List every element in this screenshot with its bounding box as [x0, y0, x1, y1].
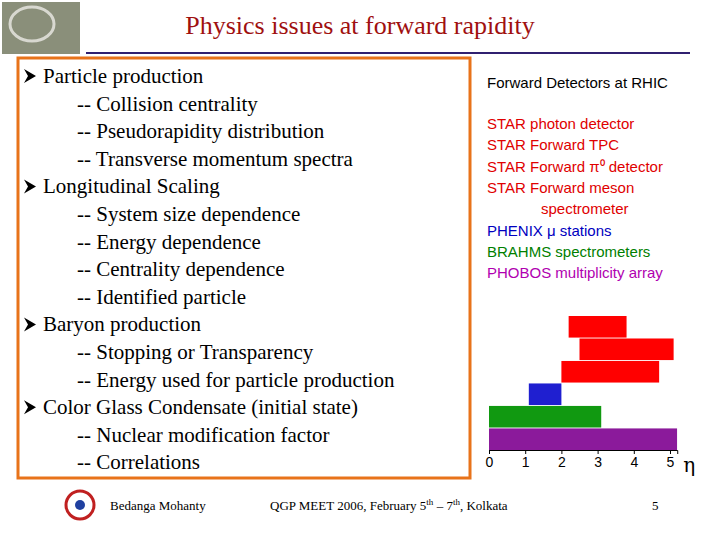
bullet-arrow: [24, 69, 36, 83]
bullet-subitem: -- Stopping or Transparency: [77, 340, 314, 364]
page-number: 5: [652, 498, 659, 513]
footer-author: Bedanga Mohanty: [110, 498, 206, 513]
detector-item: BRAHMS spectrometers: [487, 243, 650, 260]
bullet-subitem: -- Pseudorapidity distribution: [77, 119, 325, 143]
coverage-bar: [561, 361, 659, 383]
coverage-bar: [489, 406, 601, 428]
bullet-text: Color Glass Condensate (initial state): [43, 395, 358, 419]
x-tick-label: 3: [594, 454, 602, 470]
footer-event-part: – 7: [433, 498, 453, 513]
x-tick: 0: [486, 450, 494, 470]
slide: Physics issues at forward rapidity Partic…: [0, 0, 720, 540]
footer-event-part: QGP MEET 2006, February 5: [270, 498, 426, 513]
bars: [489, 316, 677, 450]
detector-item: PHENIX μ stations: [487, 222, 612, 239]
detector-item: STAR Forward TPC: [487, 136, 619, 153]
title: Physics issues at forward rapidity: [185, 11, 535, 40]
x-axis-line: [490, 451, 678, 455]
footer-event-part: , Kolkata: [460, 498, 508, 513]
photo-bg: [2, 2, 80, 54]
bullet-subitem: -- Correlations: [77, 450, 200, 474]
detector-item: spectrometer: [541, 200, 629, 217]
detector-item: STAR Forward π⁰ detector: [487, 158, 663, 175]
x-tick-label: 2: [558, 454, 566, 470]
x-tick: 1: [522, 450, 530, 470]
eta-chart: 0 1 2 3 4 5η: [486, 316, 696, 477]
bullet-text: Baryon production: [43, 312, 202, 336]
coverage-bar: [489, 428, 677, 450]
detector-item: PHOBOS multiplicity array: [487, 264, 663, 281]
bullet-frame: [18, 58, 470, 478]
x-tick: 2: [558, 450, 566, 470]
bullet-text: Particle production: [43, 64, 204, 88]
bullet-subitem: -- Centrality dependence: [77, 257, 285, 281]
bullet-subitem: -- System size dependence: [77, 202, 300, 226]
bullet-subitem: -- Identified particle: [77, 285, 246, 309]
bullet-subitem: -- Energy used for particle production: [77, 368, 395, 392]
coverage-bar: [529, 383, 562, 405]
x-tick-label: 1: [522, 454, 530, 470]
x-tick: 5: [667, 450, 675, 470]
logo-center: [75, 500, 85, 510]
bullets: Particle production -- Collision centrali…: [24, 64, 395, 474]
x-tick-label: 4: [630, 454, 638, 470]
detector-item: STAR photon detector: [487, 115, 634, 132]
detector-item: STAR Forward meson: [487, 179, 634, 196]
x-tick: 3: [594, 450, 602, 470]
bullet-subitem: -- Nuclear modification factor: [77, 423, 329, 447]
logo-ring: [66, 491, 94, 519]
x-axis: 0 1 2 3 4 5: [486, 450, 678, 470]
bullet-subitem: -- Collision centrality: [77, 92, 258, 116]
detector-title: Forward Detectors at RHIC: [487, 74, 668, 91]
bullet-arrow: [24, 400, 36, 414]
bullet-arrow: [24, 179, 36, 193]
detector-list: Forward Detectors at RHIC STAR photon det…: [487, 74, 668, 281]
x-tick: 4: [630, 450, 638, 470]
bullet-subitem: -- Energy dependence: [77, 230, 261, 254]
bullet-text: Longitudinal Scaling: [43, 174, 220, 198]
x-tick-label: 5: [667, 454, 675, 470]
footer-event: QGP MEET 2006, February 5th – 7th, Kolka…: [270, 497, 508, 513]
bullet-arrow: [24, 317, 36, 331]
coverage-bar: [569, 316, 627, 338]
photo: [2, 2, 80, 54]
x-tick-label: 0: [486, 454, 494, 470]
photo-ring: [10, 7, 54, 41]
logo: [66, 491, 94, 519]
coverage-bar: [580, 338, 674, 360]
title-rule: [86, 52, 690, 54]
bullet-subitem: -- Transverse momentum spectra: [77, 147, 354, 171]
x-axis-label: η: [683, 453, 695, 477]
